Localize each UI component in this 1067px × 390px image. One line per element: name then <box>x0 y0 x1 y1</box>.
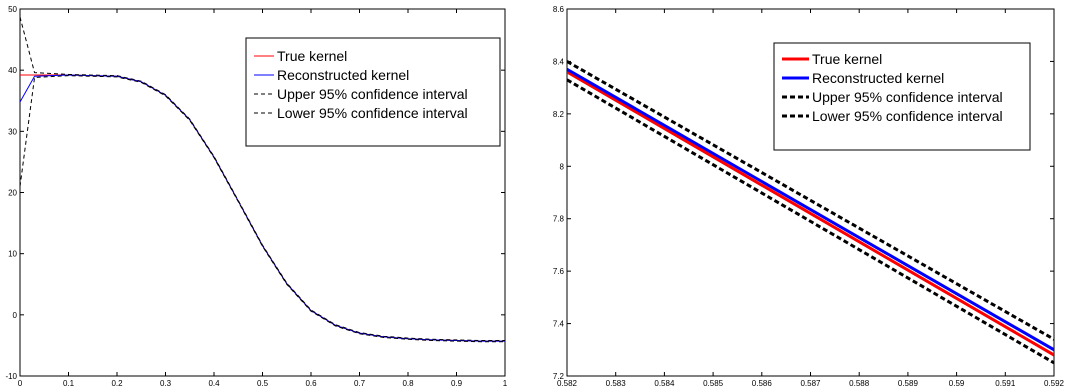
legend-label: True kernel <box>277 48 347 64</box>
x-tick-label: 1 <box>503 379 508 388</box>
legend-box <box>773 42 1031 151</box>
x-tick-label: 0.588 <box>849 379 870 388</box>
x-tick-label: 0.582 <box>557 379 578 388</box>
x-tick-label: 0.59 <box>949 379 965 388</box>
legend-label: Upper 95% confidence interval <box>277 86 468 102</box>
x-tick-label: 0.5 <box>257 379 269 388</box>
y-tick-label: 30 <box>8 127 17 136</box>
y-tick-label: 8.2 <box>553 110 565 119</box>
y-tick-label: 0 <box>13 311 18 320</box>
y-tick-label: 40 <box>8 66 17 75</box>
series-line-3 <box>567 60 1054 341</box>
y-tick-label: 20 <box>8 189 17 198</box>
y-tick-label: 7.4 <box>553 320 565 329</box>
legend-label: Reconstructed kernel <box>277 67 409 83</box>
x-tick-label: 0.583 <box>606 379 627 388</box>
x-tick-label: 0.4 <box>208 379 220 388</box>
y-tick-label: 7.6 <box>553 267 565 276</box>
x-tick-label: 0.1 <box>63 379 75 388</box>
legend: True kernel Reconstructed kernel Upper 95%… <box>245 37 501 147</box>
chart-right-zoomed-kernel: 0.582 0.583 0.584 0.585 0.586 0.587 0.588 0.589… <box>553 5 1065 388</box>
series-line-1 <box>567 70 1054 357</box>
series-lines <box>567 60 1054 365</box>
series-lines <box>20 16 505 343</box>
legend-label: Lower 95% confidence interval <box>277 105 468 121</box>
x-tick-label: 0.586 <box>752 379 773 388</box>
series-line-4 <box>567 78 1054 365</box>
y-tick-label: 8.6 <box>553 5 565 14</box>
x-tick-label: 0.584 <box>654 379 675 388</box>
x-tick-label: 0.2 <box>111 379 123 388</box>
x-tick-label: 0.8 <box>402 379 414 388</box>
y-tick-label: 8.4 <box>553 57 565 66</box>
legend-label: Lower 95% confidence interval <box>812 108 1003 124</box>
legend-label: True kernel <box>812 51 882 67</box>
series-line-3 <box>20 16 505 342</box>
series-line-2 <box>567 67 1054 352</box>
x-tick-label: 0.587 <box>800 379 821 388</box>
x-tick-label: 0.6 <box>305 379 317 388</box>
legend-box <box>245 37 501 147</box>
x-tick-label: 0.7 <box>354 379 366 388</box>
y-tick-label: -10 <box>5 372 17 381</box>
series-line-4 <box>20 75 505 343</box>
legend: True kernel Reconstructed kernel Upper 95%… <box>773 42 1031 151</box>
legend-label: Reconstructed kernel <box>812 70 944 86</box>
x-tick-label: 0.591 <box>995 379 1016 388</box>
x-tick-label: 0.589 <box>898 379 919 388</box>
y-tick-label: 10 <box>8 250 17 259</box>
y-tick-label: 7.8 <box>553 215 565 224</box>
legend-label: Upper 95% confidence interval <box>812 89 1003 105</box>
y-tick-label: 7.2 <box>553 372 565 381</box>
chart-left-full-kernel: 0 0.1 0.2 0.3 0.4 0.5 0.6 0.7 0.8 0.9 1-1001020304… <box>5 5 507 388</box>
y-tick-label: 8 <box>560 162 565 171</box>
y-tick-label: 50 <box>8 5 17 14</box>
x-tick-label: 0 <box>18 379 23 388</box>
x-tick-label: 0.3 <box>160 379 172 388</box>
x-tick-label: 0.585 <box>703 379 724 388</box>
x-tick-label: 0.9 <box>451 379 463 388</box>
x-tick-label: 0.592 <box>1044 379 1065 388</box>
